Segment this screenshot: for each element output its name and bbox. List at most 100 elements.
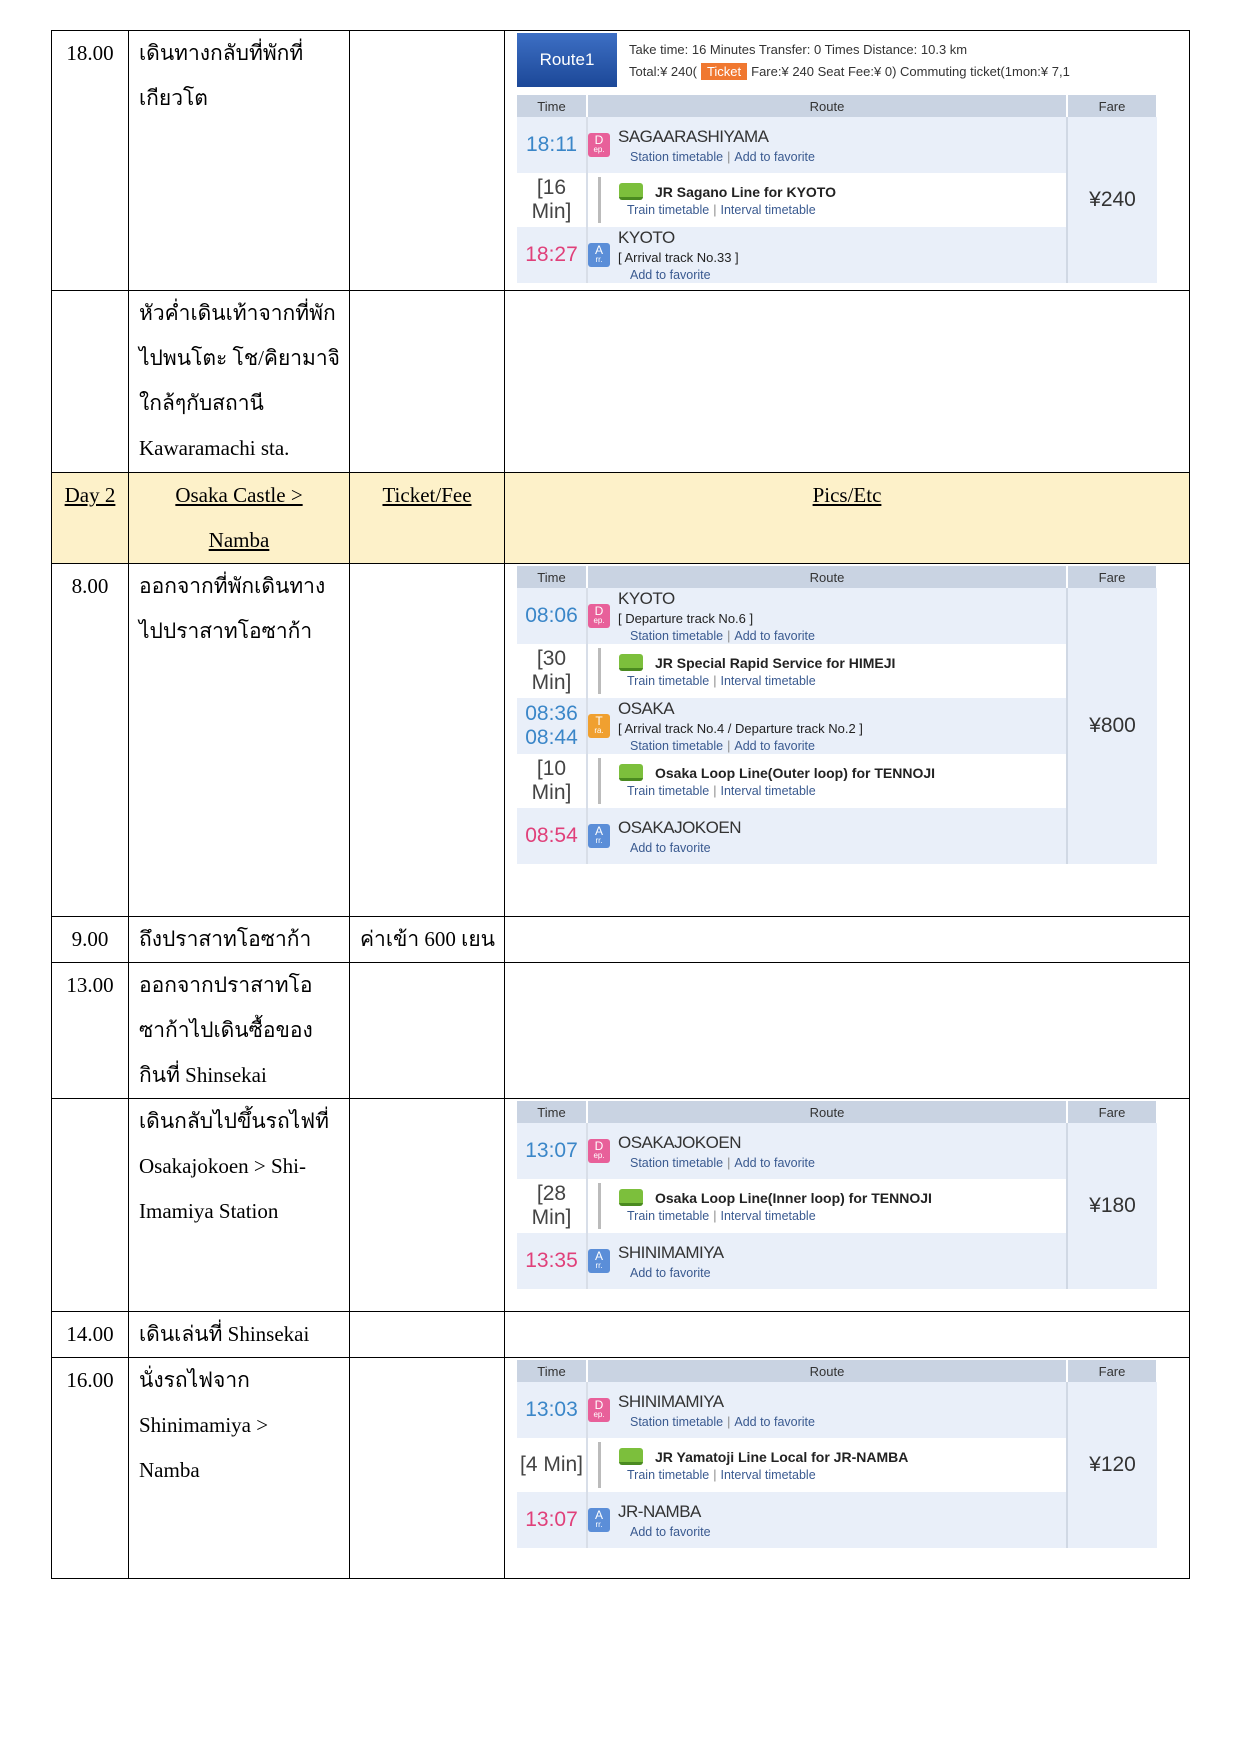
- link[interactable]: Train timetable: [627, 1468, 710, 1482]
- badge-rest: ep.: [593, 616, 605, 625]
- fare: ¥240: [1066, 117, 1157, 283]
- train-icon: [619, 1189, 643, 1206]
- link[interactable]: Add to favorite: [630, 840, 711, 855]
- ticket-cell: [349, 563, 505, 917]
- time-cell: [51, 290, 129, 473]
- station-name: OSAKA: [618, 699, 675, 718]
- link-row: Add to favorite: [630, 1266, 724, 1280]
- separator: |: [713, 203, 717, 217]
- link[interactable]: Add to favorite: [734, 1414, 815, 1429]
- activity-line: ไปปราสาทโอซาก้า: [139, 619, 313, 643]
- link[interactable]: Add to favorite: [630, 1524, 711, 1539]
- link[interactable]: Interval timetable: [720, 784, 816, 798]
- badge-rest: ep.: [593, 1151, 605, 1160]
- time: 9.00: [71, 927, 109, 951]
- link[interactable]: Train timetable: [627, 1209, 710, 1223]
- link[interactable]: Station timetable: [630, 629, 724, 643]
- separator: |: [713, 784, 717, 798]
- column-header: Route: [587, 95, 1068, 117]
- time: 14.00: [66, 1322, 114, 1346]
- time-cell: 08:06: [517, 588, 588, 644]
- activity-cell: หัวค่ำเดินเท้าจากที่พัก ไปพนโตะ โช/คิยามา…: [128, 290, 350, 473]
- link[interactable]: Add to favorite: [734, 149, 815, 164]
- activity-line: ถึงปราสาทโอซาก้า: [139, 927, 312, 951]
- badge-rest: rr.: [595, 1261, 603, 1270]
- train-icon: [619, 654, 643, 671]
- link-row: Station timetable | Add to favorite: [630, 1415, 815, 1429]
- time-cell: 9.00: [51, 916, 129, 963]
- pics-cell: [504, 1311, 1190, 1358]
- duration: [10 Min]: [531, 757, 572, 804]
- station-info: OSAKAJOKOEN Add to favorite: [618, 818, 741, 855]
- link[interactable]: Interval timetable: [720, 203, 816, 217]
- link[interactable]: Interval timetable: [720, 1468, 816, 1482]
- link[interactable]: Add to favorite: [734, 739, 815, 753]
- segment-row: [30 Min] JR Special Rapid Service for HIM…: [517, 644, 1157, 698]
- badge-letter: T: [595, 714, 603, 728]
- time: 08:06: [525, 604, 578, 627]
- link[interactable]: Train timetable: [627, 674, 710, 688]
- link[interactable]: Add to favorite: [734, 629, 815, 643]
- link[interactable]: Train timetable: [627, 203, 710, 217]
- link[interactable]: Station timetable: [630, 739, 724, 753]
- link[interactable]: Station timetable: [630, 1414, 724, 1429]
- itinerary-row: 16.00 นั่งรถไฟจาก Shinimamiya > Namba Time Ro…: [51, 1357, 1190, 1579]
- separator: |: [727, 629, 731, 643]
- link[interactable]: Add to favorite: [630, 268, 711, 282]
- time-cell: 13:07: [517, 1123, 588, 1179]
- station-info: JR-NAMBA Add to favorite: [618, 1502, 711, 1539]
- link[interactable]: Station timetable: [630, 149, 724, 164]
- pics-cell: Pics/Etc: [504, 472, 1190, 564]
- column-header: Fare: [1067, 1101, 1158, 1123]
- line-name: JR Yamatoji Line Local for JR-NAMBA: [655, 1448, 909, 1465]
- segment: JR Special Rapid Service for HIMEJI Train…: [598, 648, 1066, 694]
- segment: JR Yamatoji Line Local for JR-NAMBA Train…: [598, 1442, 1066, 1488]
- link[interactable]: Train timetable: [627, 784, 710, 798]
- segment: Osaka Loop Line(Inner loop) for TENNOJI T…: [598, 1183, 1066, 1229]
- line-name: Osaka Loop Line(Inner loop) for TENNOJI: [655, 1189, 932, 1206]
- route-cell: JR Special Rapid Service for HIMEJI Train…: [587, 644, 1067, 698]
- column-header: Time: [517, 1101, 588, 1123]
- separator: |: [713, 1468, 717, 1482]
- station-info: OSAKAJOKOEN Station timetable | Add to favo…: [618, 1133, 815, 1170]
- route-name: Route1: [517, 33, 617, 87]
- separator: |: [727, 149, 731, 164]
- station-info: SHINIMAMIYA Add to favorite: [618, 1243, 724, 1280]
- link[interactable]: Station timetable: [630, 1155, 724, 1170]
- itinerary-row: 13.00 ออกจากปราสาทโอ ซาก้าไปเดินซื้อของ กิน…: [51, 962, 1190, 1099]
- link[interactable]: Interval timetable: [720, 674, 816, 688]
- link[interactable]: Add to favorite: [734, 1155, 815, 1170]
- fare: ¥120: [1066, 1382, 1157, 1548]
- ticket: ค่าเข้า 600 เยน: [360, 927, 496, 951]
- link-row: Station timetable | Add to favorite: [630, 1156, 815, 1170]
- link[interactable]: Interval timetable: [720, 1209, 816, 1223]
- route-head: Time Route Fare: [517, 566, 1158, 588]
- activity-cell: เดินกลับไปขึ้นรถไฟที่ Osakajokoen > Shi- I…: [128, 1098, 350, 1312]
- link[interactable]: Add to favorite: [630, 1265, 711, 1280]
- time-cell: [51, 1098, 129, 1312]
- column-header: Route: [587, 566, 1068, 588]
- pics: Pics/Etc: [812, 483, 882, 507]
- column-header: Fare: [1067, 566, 1158, 588]
- route-cell: JR Sagano Line for KYOTO Train timetable |…: [587, 173, 1067, 227]
- time-cell: [10 Min]: [517, 754, 588, 808]
- station-name: KYOTO: [618, 589, 675, 608]
- ticket-cell: Ticket/Fee: [349, 472, 505, 564]
- segment: JR Sagano Line for KYOTO Train timetable |…: [598, 177, 1066, 223]
- badge-rest: rr.: [595, 1520, 603, 1529]
